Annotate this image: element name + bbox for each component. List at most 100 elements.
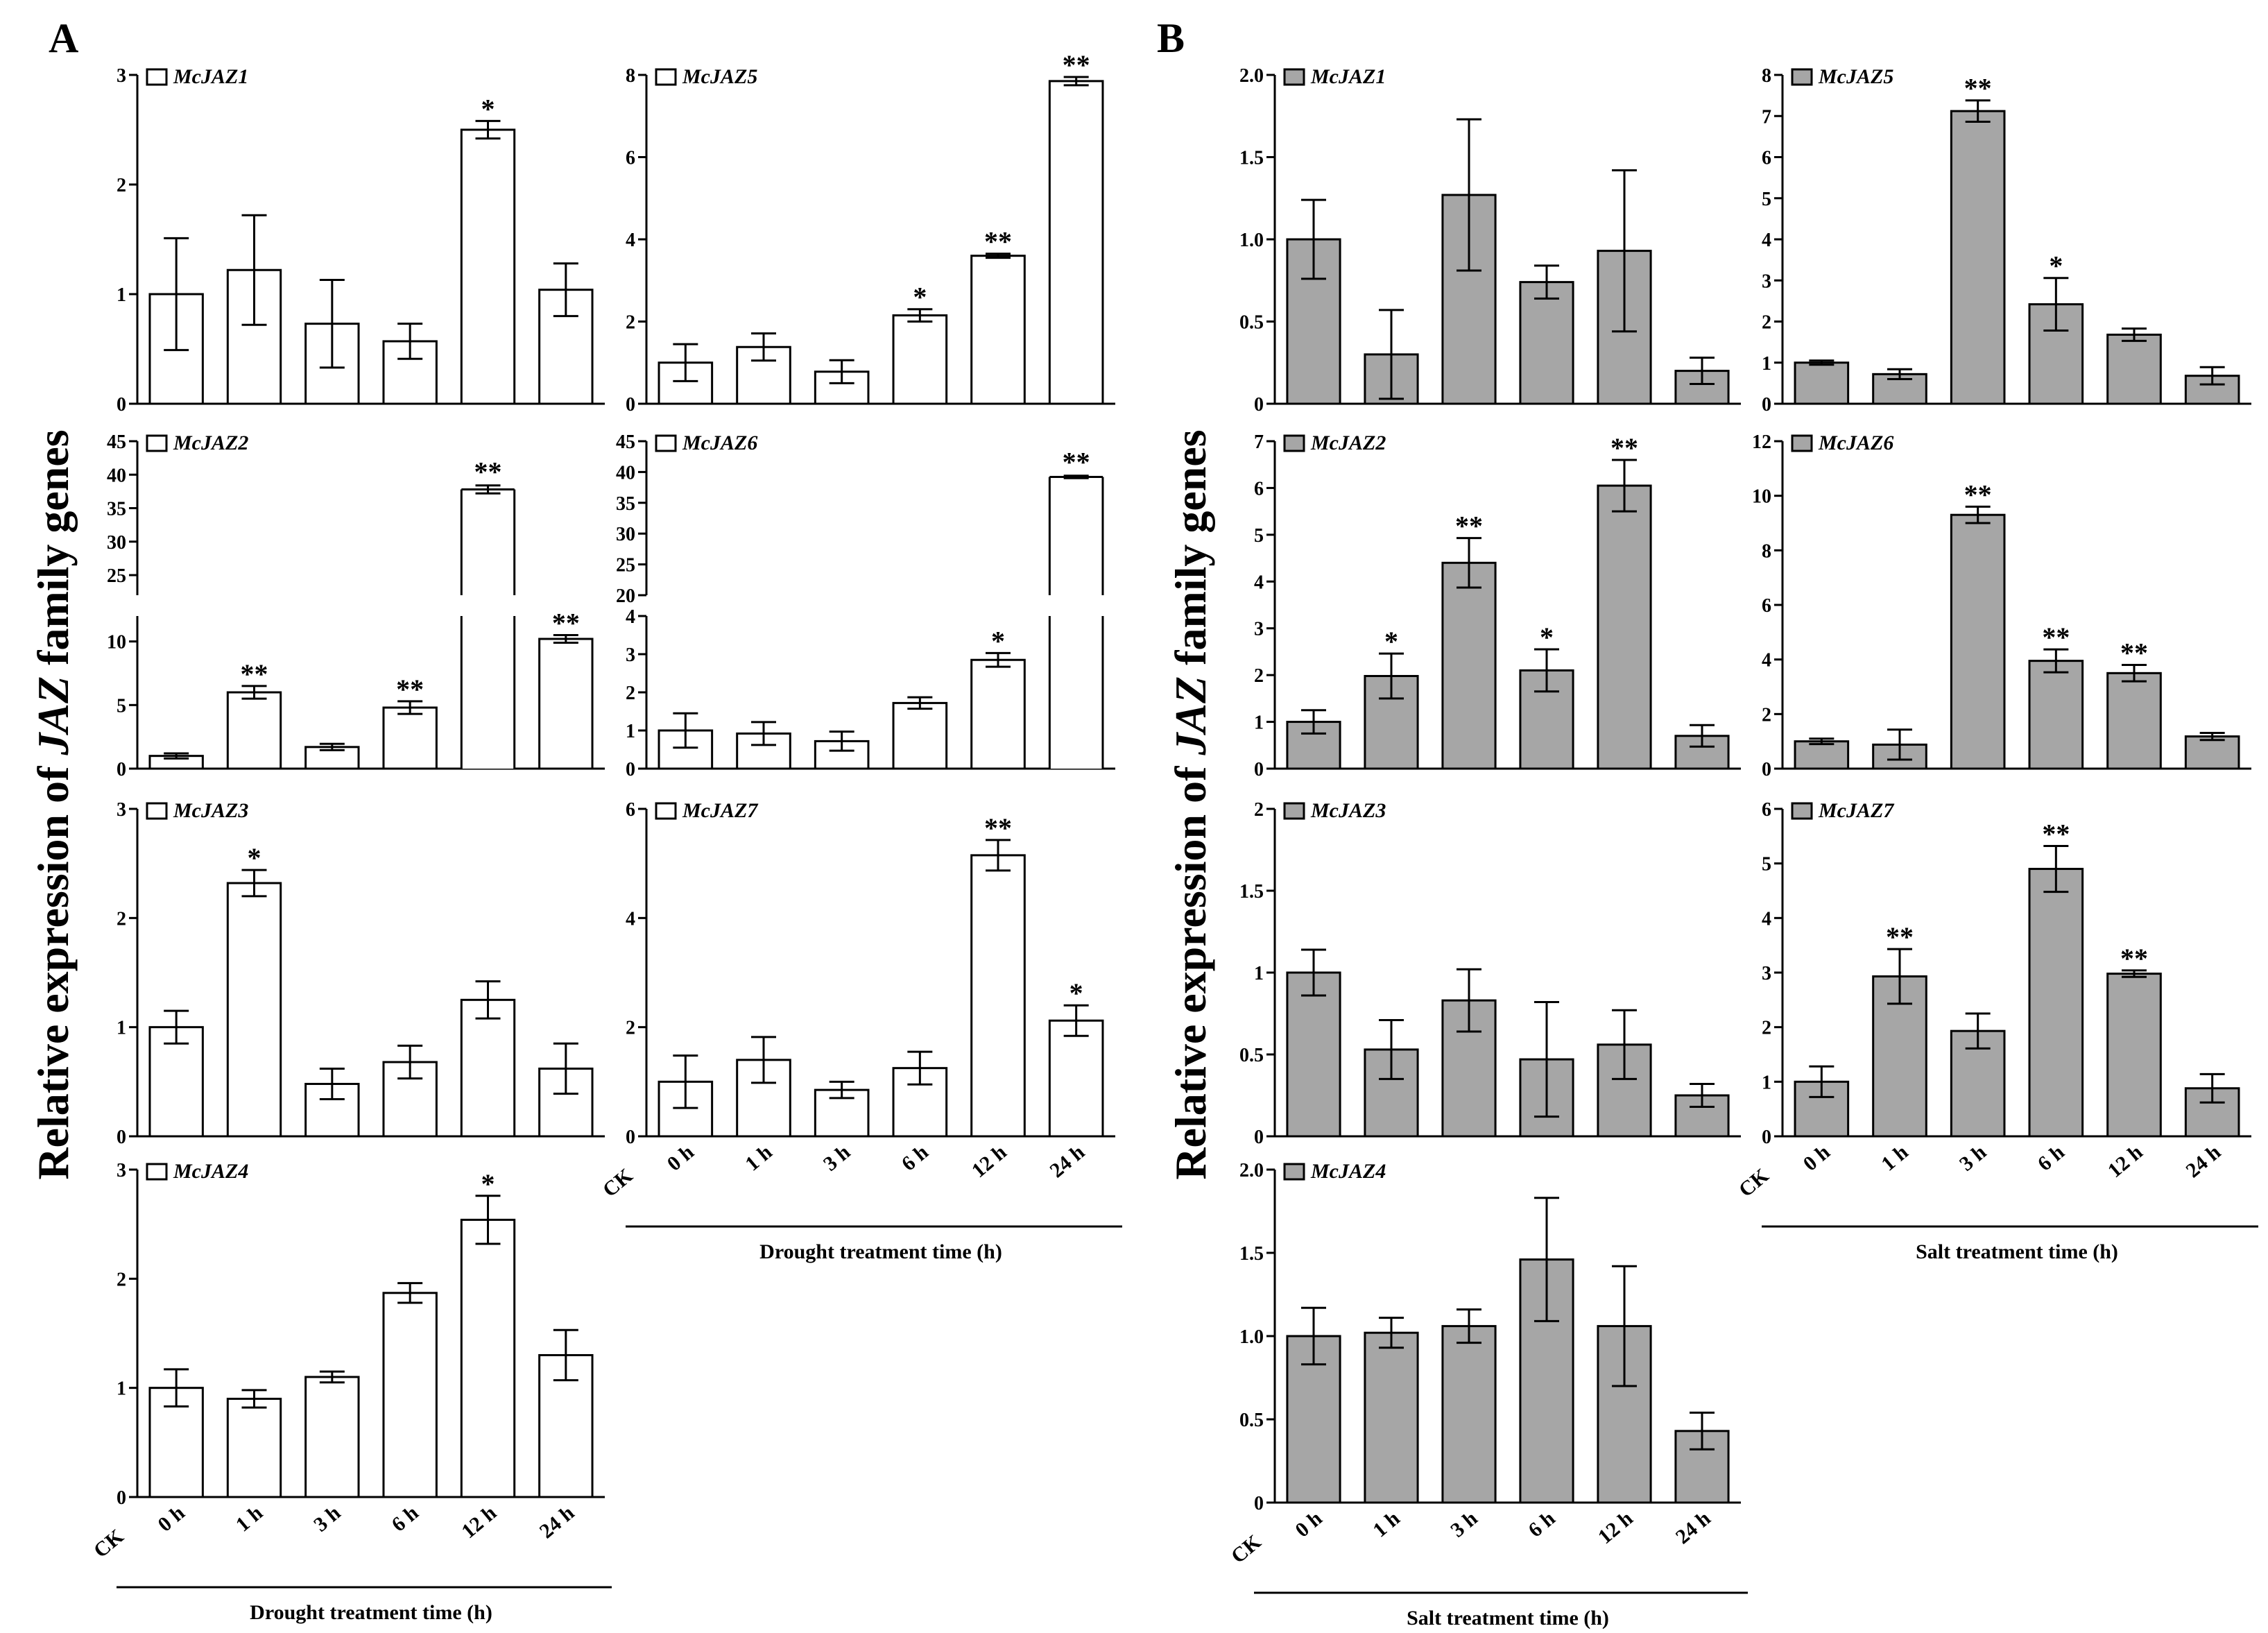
b-mcjaz6-sig-label: ** xyxy=(1964,479,1992,510)
a-mcjaz3-ytick-label: 2 xyxy=(117,908,126,930)
a-mcjaz2-upper-ytick-label: 35 xyxy=(107,499,126,520)
a-mcjaz5-ytick-label: 6 xyxy=(626,148,635,169)
a-mcjaz5-ytick-label: 4 xyxy=(626,230,635,251)
b-mcjaz6-ytick-label: 10 xyxy=(1752,486,1771,508)
b-mcjaz1-ytick-label: 0.5 xyxy=(1239,312,1264,334)
b-mcjaz5-bar xyxy=(1950,110,2006,405)
b-mcjaz2-bar xyxy=(1597,484,1652,770)
b-mcjaz3-ytick-label: 1 xyxy=(1254,963,1264,984)
a-mcjaz7-ytick-label: 2 xyxy=(626,1018,635,1039)
a-mcjaz4-x-axis-title: Drought treatment time (h) xyxy=(250,1601,492,1624)
a-mcjaz6-lower-ytick-label: 4 xyxy=(626,606,635,628)
b-mcjaz5-sig-label: * xyxy=(2049,250,2063,282)
b-mcjaz2-sig-label: ** xyxy=(1610,432,1638,463)
b-mcjaz7-xtick-label: 12 h xyxy=(2104,1140,2147,1182)
a-mcjaz1-sig-label: * xyxy=(481,93,495,124)
a-mcjaz2-lower-ytick-label: 10 xyxy=(107,632,126,653)
b-mcjaz2-ytick-label: 6 xyxy=(1254,478,1264,499)
a-mcjaz2-bar xyxy=(538,638,594,770)
charts-layer: McJAZ10123*McJAZ502468*****McJAZ22530354… xyxy=(89,49,2258,1630)
b-mcjaz2-ytick-label: 1 xyxy=(1254,712,1264,734)
b-mcjaz7-ck-label: CK xyxy=(1735,1164,1773,1202)
a-mcjaz3-bar xyxy=(226,882,282,1138)
b-mcjaz7-ytick-label: 6 xyxy=(1762,799,1771,821)
b-mcjaz6-ytick-label: 0 xyxy=(1762,759,1771,780)
b-mcjaz1-legend-label: McJAZ1 xyxy=(1310,65,1386,88)
b-mcjaz6-ytick-label: 12 xyxy=(1752,431,1771,453)
b-mcjaz4-xtick-label: 3 h xyxy=(1446,1507,1481,1542)
a-mcjaz7-ytick-label: 0 xyxy=(626,1127,635,1148)
a-mcjaz7-xtick-label: 12 h xyxy=(968,1140,1011,1182)
b-mcjaz1-bar xyxy=(1519,281,1574,405)
b-mcjaz4-ytick-label: 1.0 xyxy=(1239,1326,1264,1348)
b-mcjaz3-bar xyxy=(1286,971,1341,1138)
a-mcjaz4-chart: McJAZ4 0 1 2 3 * CK 0 h 1 h 3 h 6 h 12 h 24 h Drought… xyxy=(89,1160,612,1624)
b-mcjaz4-ytick-label: 0.5 xyxy=(1239,1410,1264,1431)
b-mcjaz6-bar xyxy=(1794,740,1850,770)
a-mcjaz4-legend-swatch xyxy=(146,1163,168,1181)
a-mcjaz3-legend-label: McJAZ3 xyxy=(173,799,248,822)
a-mcjaz2-bar-upper xyxy=(461,489,515,595)
b-mcjaz5-ytick-label: 0 xyxy=(1762,394,1771,416)
a-mcjaz4-legend-label: McJAZ4 xyxy=(173,1160,248,1183)
a-mcjaz3-ytick-label: 1 xyxy=(117,1018,126,1039)
a-mcjaz7-bar xyxy=(970,854,1026,1138)
b-mcjaz7-xtick-label: 3 h xyxy=(1955,1140,1991,1176)
b-mcjaz4-legend-label: McJAZ4 xyxy=(1310,1160,1386,1183)
b-mcjaz2-ytick-label: 0 xyxy=(1254,759,1264,780)
a-mcjaz6-lower-ytick-label: 0 xyxy=(626,759,635,780)
a-mcjaz7-sig-label: ** xyxy=(984,812,1012,844)
b-mcjaz5-legend-label: McJAZ5 xyxy=(1818,65,1893,88)
a-mcjaz5-legend-label: McJAZ5 xyxy=(682,65,757,88)
a-mcjaz6-bar-lower xyxy=(1049,616,1103,769)
b-mcjaz7-x-axis-title: Salt treatment time (h) xyxy=(1916,1240,2118,1263)
b-mcjaz6-bar xyxy=(2184,735,2240,770)
a-mcjaz2-legend-label: McJAZ2 xyxy=(173,431,248,454)
b-mcjaz4-x-axis-title: Salt treatment time (h) xyxy=(1407,1607,1609,1630)
a-mcjaz6-upper-ytick-label: 35 xyxy=(616,493,635,515)
b-mcjaz1-ytick-label: 1.0 xyxy=(1239,230,1264,251)
b-mcjaz4-ytick-label: 0 xyxy=(1254,1493,1264,1514)
a-mcjaz6-upper-ytick-label: 20 xyxy=(616,585,635,607)
b-mcjaz6-chart: McJAZ6 0 2 4 6 8 10 12 ** ** ** xyxy=(1752,431,2251,780)
a-mcjaz2-legend-swatch xyxy=(146,434,168,452)
a-mcjaz7-legend-label: McJAZ7 xyxy=(682,799,758,822)
a-mcjaz6-bar xyxy=(892,701,948,770)
a-mcjaz2-sig-label: ** xyxy=(396,674,424,705)
b-mcjaz3-chart: McJAZ3 0 0.5 1 1.5 2 xyxy=(1239,799,1741,1148)
b-mcjaz2-sig-label: * xyxy=(1540,622,1554,653)
b-mcjaz6-ytick-label: 4 xyxy=(1762,650,1771,672)
a-mcjaz4-ytick-label: 0 xyxy=(117,1487,126,1509)
b-mcjaz1-ytick-label: 2.0 xyxy=(1239,65,1264,87)
a-mcjaz5-sig-label: ** xyxy=(984,226,1012,257)
b-mcjaz7-ytick-label: 2 xyxy=(1762,1018,1771,1039)
a-mcjaz2-upper-ytick-label: 25 xyxy=(107,565,126,587)
b-mcjaz7-bar xyxy=(2106,973,2162,1138)
b-mcjaz3-ytick-label: 2 xyxy=(1254,799,1264,821)
b-mcjaz6-ytick-label: 6 xyxy=(1762,595,1771,617)
b-mcjaz5-ytick-label: 1 xyxy=(1762,353,1771,375)
b-mcjaz4-ytick-label: 1.5 xyxy=(1239,1243,1264,1265)
b-mcjaz5-bar xyxy=(1794,361,1850,405)
b-mcjaz5-ytick-label: 6 xyxy=(1762,148,1771,169)
b-mcjaz7-legend-label: McJAZ7 xyxy=(1818,799,1894,822)
b-mcjaz5-ytick-label: 7 xyxy=(1762,106,1771,128)
b-mcjaz6-bar xyxy=(2106,672,2162,770)
a-mcjaz4-xtick-label: 1 h xyxy=(232,1501,267,1537)
a-mcjaz1-chart: McJAZ1 0 1 2 3 * xyxy=(117,65,605,416)
b-mcjaz3-ytick-label: 0.5 xyxy=(1239,1045,1264,1066)
b-mcjaz4-bar xyxy=(1364,1331,1419,1504)
panel-letter-a: A xyxy=(49,15,78,61)
a-mcjaz4-xtick-label: 6 h xyxy=(387,1501,422,1537)
a-mcjaz2-bar xyxy=(382,706,438,770)
a-mcjaz2-lower-ytick-label: 0 xyxy=(117,759,126,780)
a-mcjaz4-ytick-label: 1 xyxy=(117,1378,126,1400)
b-mcjaz2-ytick-label: 3 xyxy=(1254,619,1264,640)
a-mcjaz4-sig-label: * xyxy=(481,1168,495,1199)
a-mcjaz2-chart: McJAZ2 25 30 35 40 45 0 5 10 ** ** ** ** xyxy=(107,431,605,780)
a-mcjaz7-xtick-label: 3 h xyxy=(819,1140,854,1176)
b-mcjaz6-ytick-label: 8 xyxy=(1762,540,1771,562)
a-mcjaz1-ytick-label: 1 xyxy=(117,284,126,306)
b-mcjaz4-chart: McJAZ4 0 0.5 1.0 1.5 2.0 CK 0 h 1 h 3 h 6 h 12 h 24 … xyxy=(1227,1160,1748,1630)
